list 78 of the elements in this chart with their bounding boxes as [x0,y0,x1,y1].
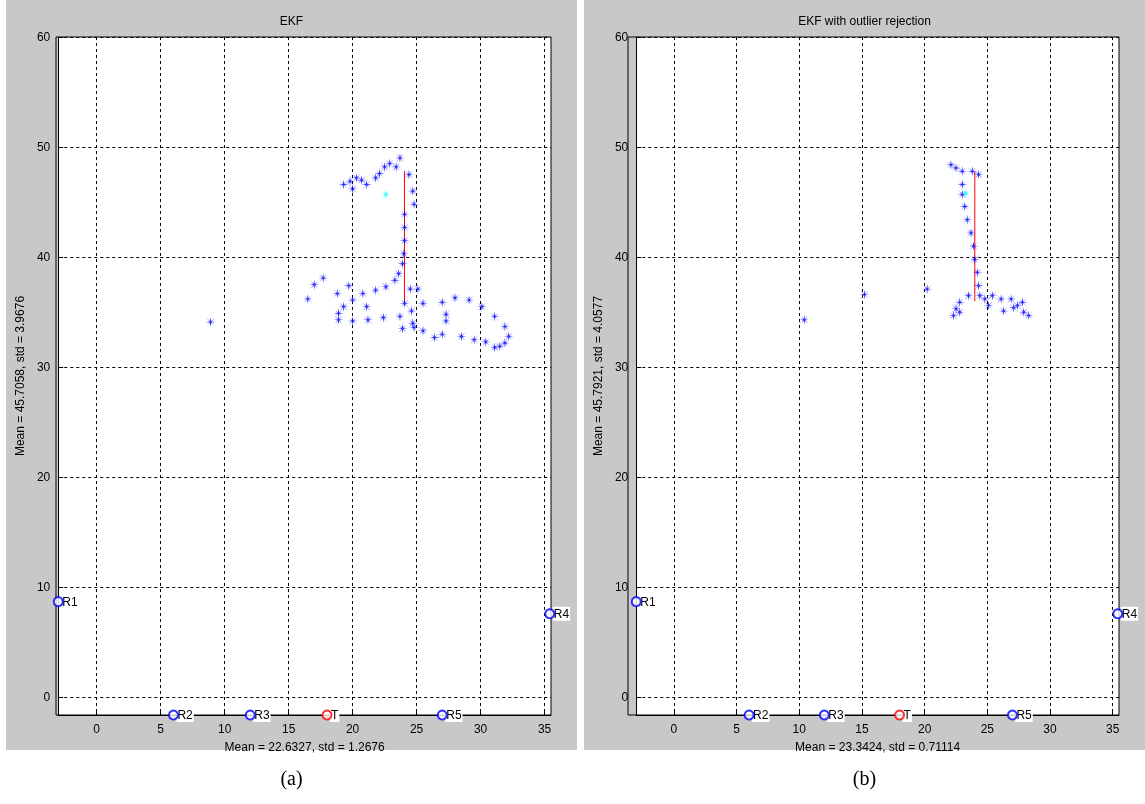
point [1017,297,1028,308]
annotation: R3 [254,708,270,722]
y-tick-label: 0 [621,690,629,705]
point [859,289,870,300]
point [987,290,998,301]
point [957,166,968,177]
x-tick-label: 25 [980,722,995,736]
point [436,709,448,721]
text: (b) [852,767,877,790]
x-tick-label: 10 [792,722,807,736]
point [743,709,755,721]
point [974,290,985,301]
y-tick-label: 10 [36,580,51,595]
y-tick-label: 20 [614,470,629,485]
y-tick-label: 60 [36,30,51,44]
text: (a) [280,767,303,790]
x-axis-title: Mean = 23.3424, std = 0.71114 [795,740,961,754]
y-axis-title: Mean = 45.7921, std = 4.0577 [591,295,605,457]
point [244,709,256,721]
point [948,310,959,321]
annotation: R2 [753,708,769,722]
x-tick-label: 15 [855,722,869,736]
x-tick-label: 5 [157,722,165,736]
annotation: R2 [177,708,194,722]
x-tick-label: 35 [1106,722,1120,736]
x-tick-label: 20 [917,722,932,736]
y-tick-label: 10 [614,580,629,595]
x-tick-label: 25 [409,722,424,736]
point [167,709,179,721]
point [983,300,994,311]
point [818,709,830,721]
x-tick-label: 35 [537,722,552,736]
y-tick-label: 60 [614,30,629,44]
annotation: R5 [1016,708,1033,722]
y-tick-label: 30 [614,360,629,375]
point [1008,302,1019,313]
x-axis-title: Mean = 22.6327, std = 1.2676 [224,740,386,754]
point [957,189,968,200]
point [962,214,973,225]
point [950,162,961,173]
point [973,280,984,291]
point [1006,709,1018,721]
x-tick-label: 0 [93,722,101,736]
point [963,290,974,301]
point [959,201,970,212]
y-tick-label: 40 [614,250,629,265]
y-tick-label: 40 [36,250,51,265]
annotation: R5 [446,708,462,722]
point [1023,310,1034,321]
point [630,596,642,608]
point [972,267,983,278]
annotation: R3 [828,708,844,722]
x-tick-label: 20 [345,722,360,736]
y-tick-label: 50 [614,140,629,155]
annotation: R1 [62,594,78,609]
annotation: T [331,708,340,722]
x-tick-label: 0 [670,722,678,736]
x-tick-label: 10 [217,722,232,736]
y-tick-label: 50 [36,140,51,155]
chart-title: EKF [279,14,304,28]
annotation: R1 [640,594,656,609]
point [969,254,980,265]
y-tick-label: 0 [43,690,51,705]
chart-title: EKF with outlier rejection [798,14,931,28]
point [954,297,965,308]
annotation: R4 [553,606,570,621]
annotation: R4 [1121,606,1138,621]
point [967,166,978,177]
point [957,179,968,190]
x-tick-label: 30 [1043,722,1058,736]
point [52,596,64,608]
x-tick-label: 5 [733,722,741,736]
point [973,169,984,180]
y-tick-label: 30 [36,360,51,375]
x-tick-label: 30 [473,722,488,736]
y-axis-title: Mean = 45.7058, std = 3.9676 [13,295,27,457]
x-tick-label: 15 [281,722,296,736]
y-tick-label: 20 [36,470,51,485]
